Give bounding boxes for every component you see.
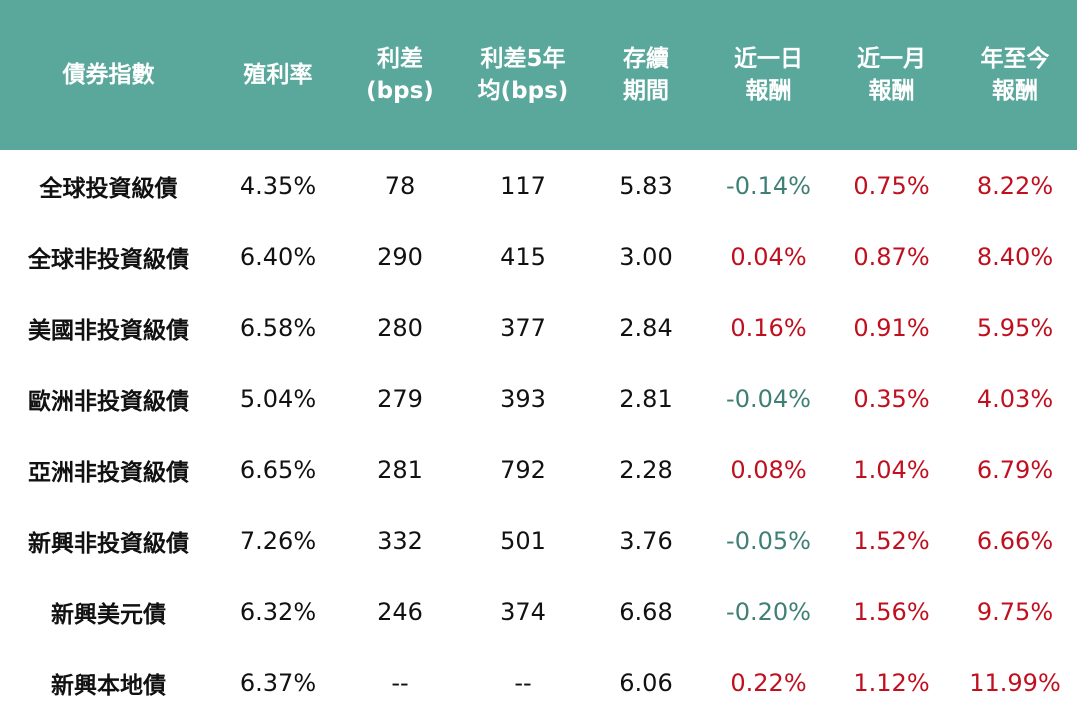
row-spread-5y-avg: 501 — [500, 526, 546, 555]
header-bond-index: 債券指數 — [62, 62, 155, 88]
row-1m-return: 0.35% — [853, 384, 930, 413]
row-1m-return: 1.12% — [853, 668, 930, 697]
row-ytd-return: 4.03% — [976, 384, 1054, 413]
row-1d-return: 0.22% — [730, 668, 807, 697]
row-duration: 2.84 — [619, 313, 673, 342]
row-spread: 78 — [384, 171, 416, 200]
table-body: 全球投資級債 4.35% 78 117 5.83 -0.14% 0.75% 8.22% 全球非投… — [0, 150, 1077, 718]
table-row: 歐洲非投資級債 5.04% 279 393 2.81 -0.04% 0.35% 4.03% — [0, 363, 1077, 434]
table-header: 債券指數 殖利率 利差 (bps) 利差5年 均(bps) 存續 期間 近一日 … — [0, 0, 1077, 150]
row-name: 亞洲非投資級債 — [28, 459, 189, 486]
row-spread-5y-avg: 792 — [500, 455, 546, 484]
row-yield: 6.65% — [239, 455, 317, 484]
row-spread: 246 — [377, 597, 423, 626]
row-1m-return: 1.04% — [853, 455, 930, 484]
row-ytd-return: 5.95% — [976, 313, 1054, 342]
row-spread: 332 — [377, 526, 423, 555]
row-name: 新興非投資級債 — [28, 530, 189, 557]
table-row: 全球投資級債 4.35% 78 117 5.83 -0.14% 0.75% 8.22% — [0, 150, 1077, 221]
row-1d-return: 0.04% — [730, 242, 807, 271]
table-row: 全球非投資級債 6.40% 290 415 3.00 0.04% 0.87% 8.40% — [0, 221, 1077, 292]
header-spread: 利差 (bps) — [366, 46, 434, 104]
row-yield: 6.37% — [239, 668, 317, 697]
row-1m-return: 0.75% — [853, 171, 930, 200]
row-spread-5y-avg: 377 — [500, 313, 546, 342]
row-yield: 5.04% — [239, 384, 317, 413]
row-yield: 6.32% — [239, 597, 317, 626]
row-1m-return: 1.56% — [853, 597, 930, 626]
header-ytd-return: 年至今 報酬 — [980, 46, 1050, 104]
row-duration: 6.68 — [619, 597, 673, 626]
row-duration: 3.76 — [619, 526, 673, 555]
row-name: 新興美元債 — [51, 601, 166, 628]
row-spread-5y-avg: 117 — [500, 171, 546, 200]
row-yield: 6.40% — [239, 242, 317, 271]
row-spread-5y-avg: 393 — [500, 384, 546, 413]
row-1m-return: 1.52% — [853, 526, 930, 555]
header-1d-return: 近一日 報酬 — [734, 46, 803, 104]
table-row: 新興美元債 6.32% 246 374 6.68 -0.20% 1.56% 9.75% — [0, 576, 1077, 647]
row-spread: 281 — [377, 455, 423, 484]
row-duration: 6.06 — [619, 668, 673, 697]
row-yield: 6.58% — [239, 313, 317, 342]
row-ytd-return: 8.40% — [976, 242, 1054, 271]
row-1m-return: 0.87% — [853, 242, 930, 271]
row-ytd-return: 11.99% — [969, 668, 1061, 697]
row-ytd-return: 6.66% — [976, 526, 1054, 555]
header-yield: 殖利率 — [243, 62, 313, 88]
row-1d-return: -0.05% — [726, 526, 811, 555]
row-spread-5y-avg: 374 — [500, 597, 546, 626]
row-1m-return: 0.91% — [853, 313, 930, 342]
row-1d-return: -0.14% — [726, 171, 811, 200]
row-1d-return: -0.04% — [726, 384, 811, 413]
row-1d-return: -0.20% — [726, 597, 811, 626]
bond-index-table: 債券指數 殖利率 利差 (bps) 利差5年 均(bps) 存續 期間 近一日 … — [0, 0, 1077, 699]
row-name: 美國非投資級債 — [28, 317, 189, 344]
table-row: 新興本地債 6.37% -- -- 6.06 0.22% 1.12% 11.99% — [0, 647, 1077, 718]
header-1m-return: 近一月 報酬 — [857, 46, 926, 104]
row-name: 新興本地債 — [51, 672, 166, 699]
row-1d-return: 0.08% — [730, 455, 807, 484]
row-duration: 2.81 — [619, 384, 673, 413]
row-name: 歐洲非投資級債 — [28, 388, 189, 415]
row-duration: 5.83 — [619, 171, 673, 200]
row-1d-return: 0.16% — [730, 313, 807, 342]
row-spread: 280 — [377, 313, 423, 342]
row-yield: 7.26% — [239, 526, 317, 555]
row-ytd-return: 8.22% — [976, 171, 1054, 200]
row-spread: 290 — [377, 242, 423, 271]
row-spread: 279 — [377, 384, 423, 413]
row-spread-5y-avg: -- — [514, 668, 532, 697]
table-row: 新興非投資級債 7.26% 332 501 3.76 -0.05% 1.52% 6.66% — [0, 505, 1077, 576]
row-name: 全球投資級債 — [39, 175, 178, 202]
row-ytd-return: 6.79% — [976, 455, 1054, 484]
row-spread-5y-avg: 415 — [500, 242, 546, 271]
row-duration: 2.28 — [619, 455, 673, 484]
row-ytd-return: 9.75% — [976, 597, 1054, 626]
row-yield: 4.35% — [239, 171, 317, 200]
table-row: 美國非投資級債 6.58% 280 377 2.84 0.16% 0.91% 5.95% — [0, 292, 1077, 363]
row-name: 全球非投資級債 — [28, 246, 189, 273]
row-duration: 3.00 — [619, 242, 673, 271]
row-spread: -- — [391, 668, 409, 697]
header-spread-5y-avg: 利差5年 均(bps) — [477, 46, 569, 104]
header-duration: 存續 期間 — [623, 46, 669, 104]
table-row: 亞洲非投資級債 6.65% 281 792 2.28 0.08% 1.04% 6.79% — [0, 434, 1077, 505]
